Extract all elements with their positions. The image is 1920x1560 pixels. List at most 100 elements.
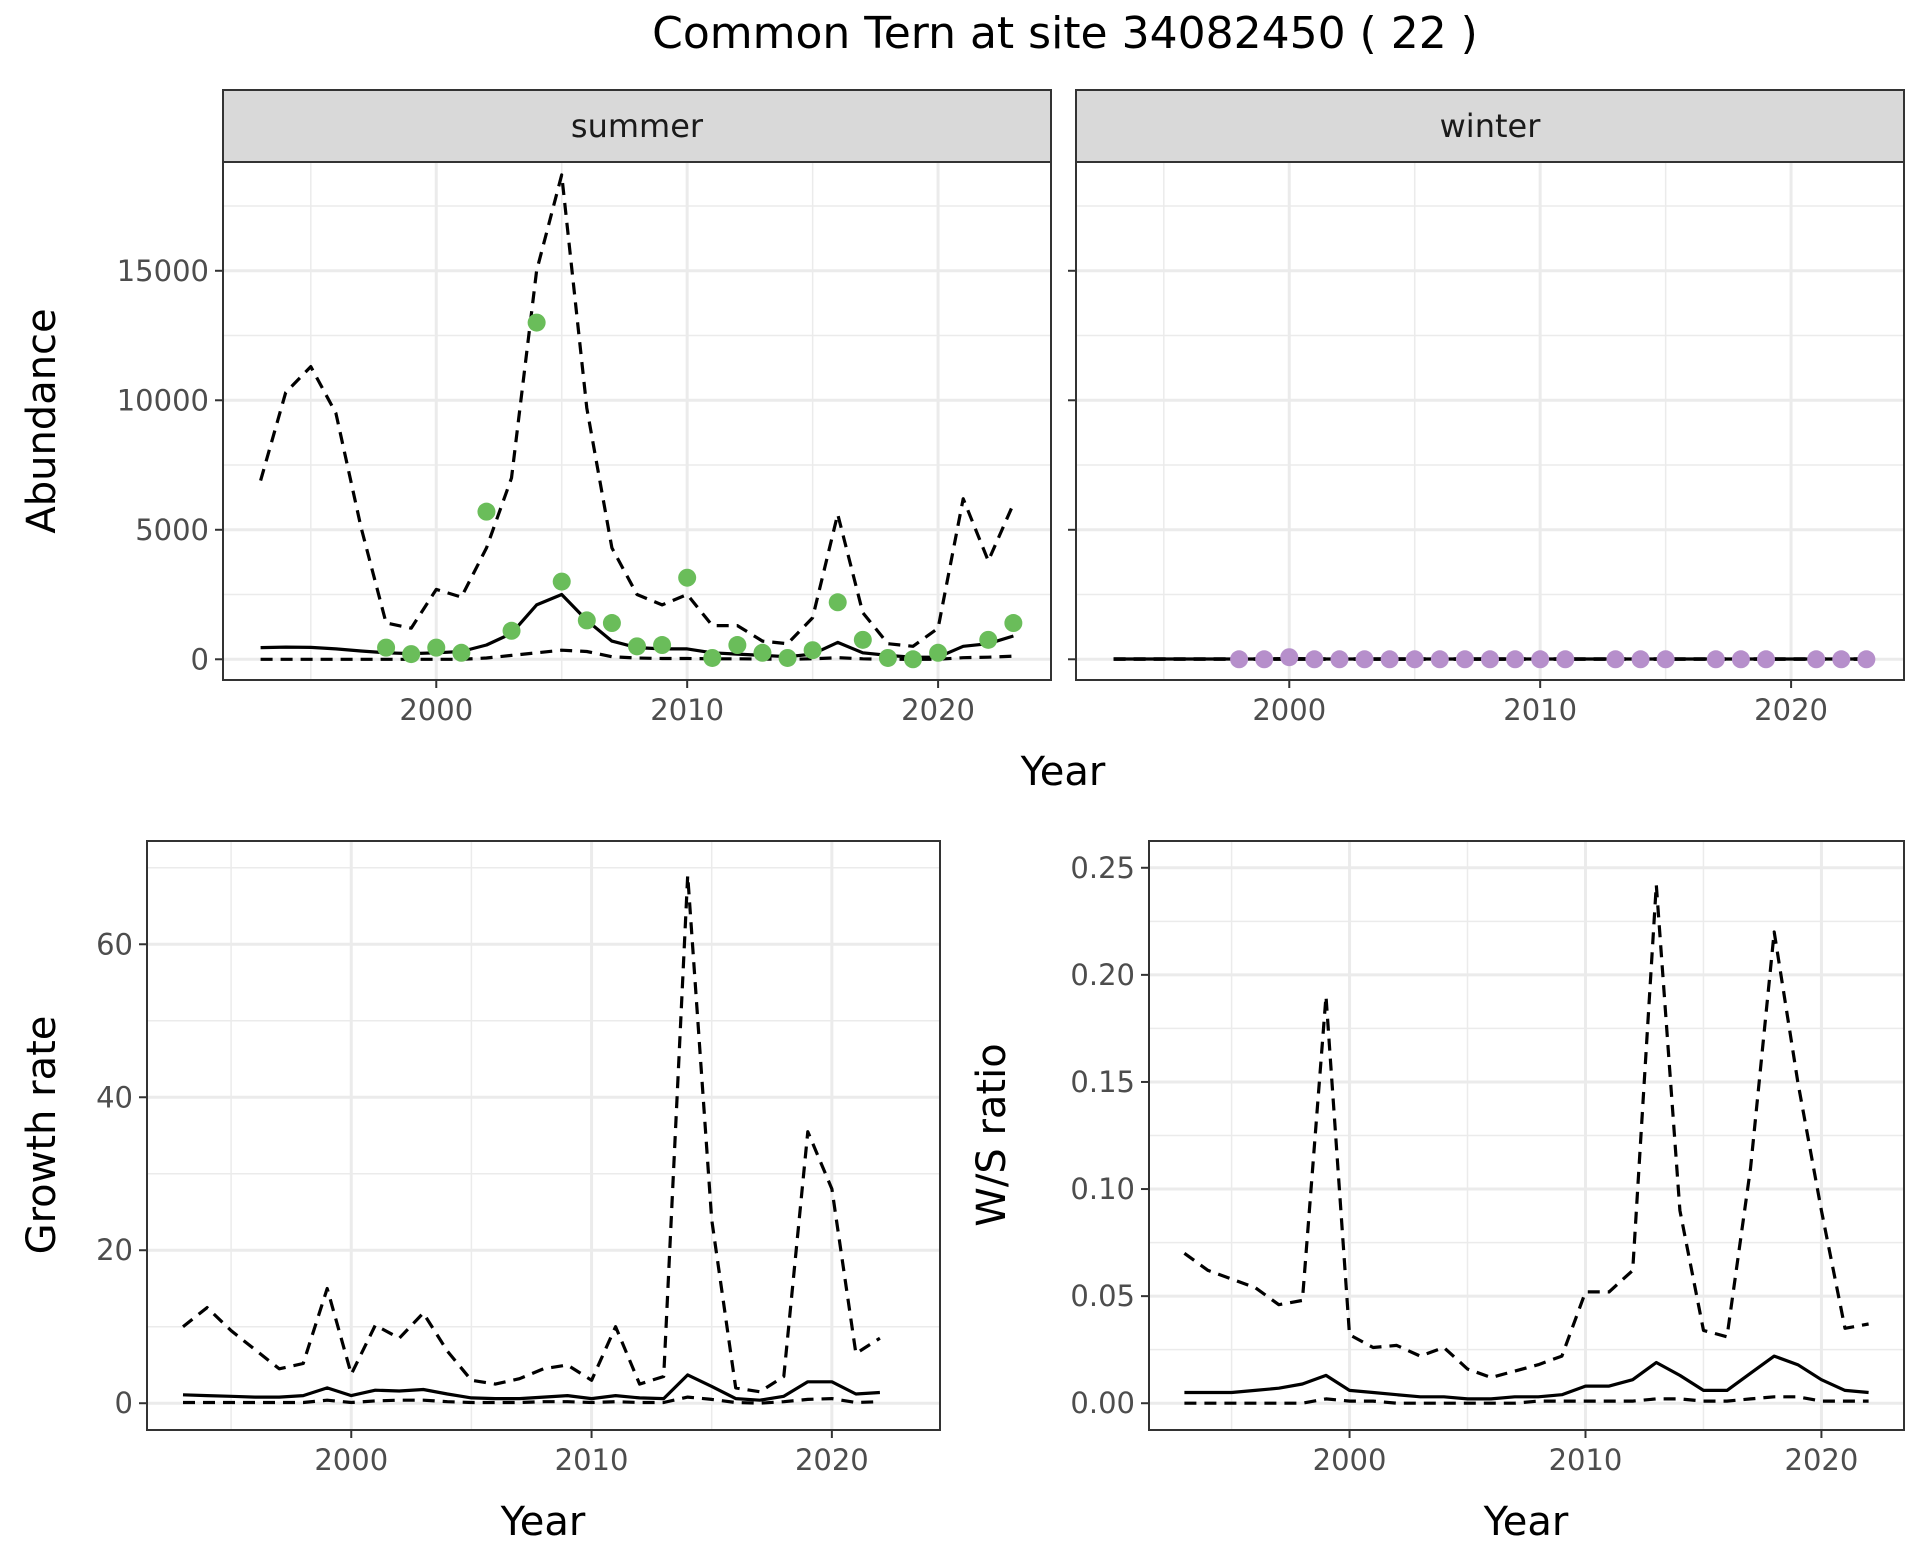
y-axis-title: Growth rate	[19, 1016, 65, 1255]
data-point	[1706, 650, 1725, 669]
panel-background	[147, 841, 940, 1430]
data-point	[1656, 650, 1675, 669]
data-point	[728, 636, 747, 655]
data-point	[1857, 650, 1876, 669]
data-point	[527, 313, 546, 332]
panel-border	[146, 840, 941, 1431]
x-tick-label: 2020	[1754, 693, 1828, 727]
estimate-line	[182, 1373, 880, 1402]
upper-bound-line	[259, 173, 1015, 648]
data-point	[979, 630, 998, 649]
data-point	[904, 650, 922, 669]
data-point	[1757, 650, 1775, 669]
data-point	[778, 648, 797, 667]
x-tick-label: 2010	[555, 1443, 629, 1477]
data-point	[628, 637, 646, 656]
facet-strip-label: summer	[571, 107, 704, 145]
data-point	[1380, 650, 1399, 669]
panel-background	[1076, 162, 1904, 680]
y-tick-label: 0.05	[1070, 1279, 1135, 1313]
y-tick-label: 0.00	[1070, 1386, 1135, 1420]
data-point	[1506, 650, 1525, 669]
data-point	[1556, 650, 1575, 669]
x-tick-label: 2000	[399, 693, 473, 727]
panels: summer 2000 2010 2020 0 5000 10000 15000 Abundan…	[19, 89, 1905, 1545]
data-point	[1230, 650, 1249, 669]
main-title: Common Tern at site 34082450 ( 22 )	[652, 8, 1478, 59]
x-tick-label: 2000	[1313, 1443, 1387, 1477]
y-tick-label: 0.10	[1070, 1172, 1135, 1206]
x-tick-label: 2020	[795, 1443, 869, 1477]
data-point	[828, 593, 847, 612]
panel-background	[223, 162, 1051, 680]
data-point	[377, 638, 396, 657]
panel-winter: winter 2000 2010 2020	[1068, 89, 1905, 727]
data-point	[1481, 650, 1499, 669]
data-point	[427, 638, 446, 657]
lower-bound-line	[183, 1395, 880, 1405]
facet-strip	[222, 89, 1052, 163]
x-axis-title-abundance: Year	[1020, 749, 1106, 795]
facet-strip	[1075, 89, 1905, 163]
data-point	[1330, 650, 1349, 669]
data-point	[1004, 614, 1023, 633]
data-point	[602, 614, 621, 633]
x-tick-label: 2010	[650, 693, 724, 727]
data-point	[1631, 650, 1650, 669]
data-point	[678, 568, 697, 587]
x-tick-label: 2010	[1503, 693, 1577, 727]
panel-ratio: 2000 2010 2020 0.00 0.05 0.10 0.15 0.20 0.25 W/S …	[969, 840, 1905, 1545]
upper-bound-line	[1183, 883, 1869, 1380]
upper-bound-line	[182, 873, 881, 1394]
y-tick-label: 15000	[117, 254, 209, 288]
x-tick-label: 2020	[1785, 1443, 1859, 1477]
data-point	[803, 641, 822, 660]
data-point	[1531, 650, 1550, 669]
data-point	[577, 611, 596, 630]
data-point	[1731, 650, 1750, 669]
data-point	[1355, 650, 1374, 669]
data-point	[402, 645, 421, 664]
y-axis-title: Abundance	[19, 308, 65, 533]
y-tick-label: 5000	[135, 513, 209, 547]
data-point	[1430, 650, 1449, 669]
data-point	[1405, 650, 1424, 669]
y-tick-label: 0.25	[1070, 851, 1135, 885]
y-tick-label: 0.15	[1070, 1065, 1135, 1099]
y-tick-label: 10000	[117, 383, 209, 417]
data-point	[929, 643, 948, 662]
data-point	[653, 636, 672, 655]
data-point	[1455, 650, 1474, 669]
data-point	[1305, 650, 1324, 669]
x-axis-title: Year	[1483, 1499, 1569, 1545]
y-tick-label: 0	[191, 642, 209, 676]
x-tick-label: 2010	[1549, 1443, 1623, 1477]
data-point	[1807, 650, 1826, 669]
data-point	[452, 643, 471, 662]
data-point	[477, 502, 496, 521]
data-point	[1280, 648, 1299, 667]
estimate-line	[1184, 1354, 1869, 1401]
data-point	[703, 648, 722, 667]
y-axis-title: W/S ratio	[969, 1043, 1015, 1226]
data-point	[552, 572, 571, 591]
y-tick-label: 0.20	[1070, 958, 1135, 992]
data-point	[1832, 650, 1851, 669]
x-tick-label: 2000	[1252, 693, 1326, 727]
y-tick-label: 0	[115, 1386, 133, 1420]
data-point	[753, 643, 772, 662]
x-tick-label: 2020	[901, 693, 975, 727]
data-point	[1255, 650, 1274, 669]
panel-summer: summer 2000 2010 2020 0 5000 10000 15000 Abundan…	[19, 89, 1052, 727]
y-tick-label: 40	[96, 1080, 133, 1114]
panel-border	[1148, 840, 1905, 1431]
y-tick-label: 60	[96, 927, 133, 961]
facet-strip-label: winter	[1440, 107, 1542, 145]
data-point	[502, 621, 521, 640]
data-point	[853, 630, 872, 649]
x-axis-title: Year	[500, 1499, 586, 1545]
panel-growth: 2000 2010 2020 0 20 40 60 Growth rate Year	[19, 840, 941, 1545]
data-point	[1606, 650, 1625, 669]
x-tick-label: 2000	[314, 1443, 388, 1477]
